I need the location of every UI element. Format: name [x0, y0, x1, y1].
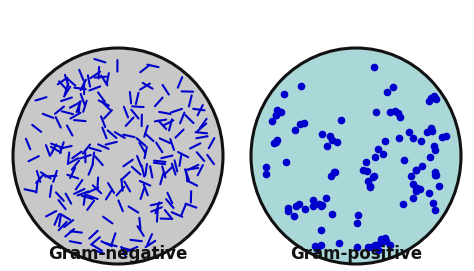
Text: Gram-negative: Gram-negative — [48, 245, 188, 263]
Ellipse shape — [13, 48, 223, 264]
Ellipse shape — [251, 48, 461, 264]
Text: Gram-positive: Gram-positive — [290, 245, 422, 263]
